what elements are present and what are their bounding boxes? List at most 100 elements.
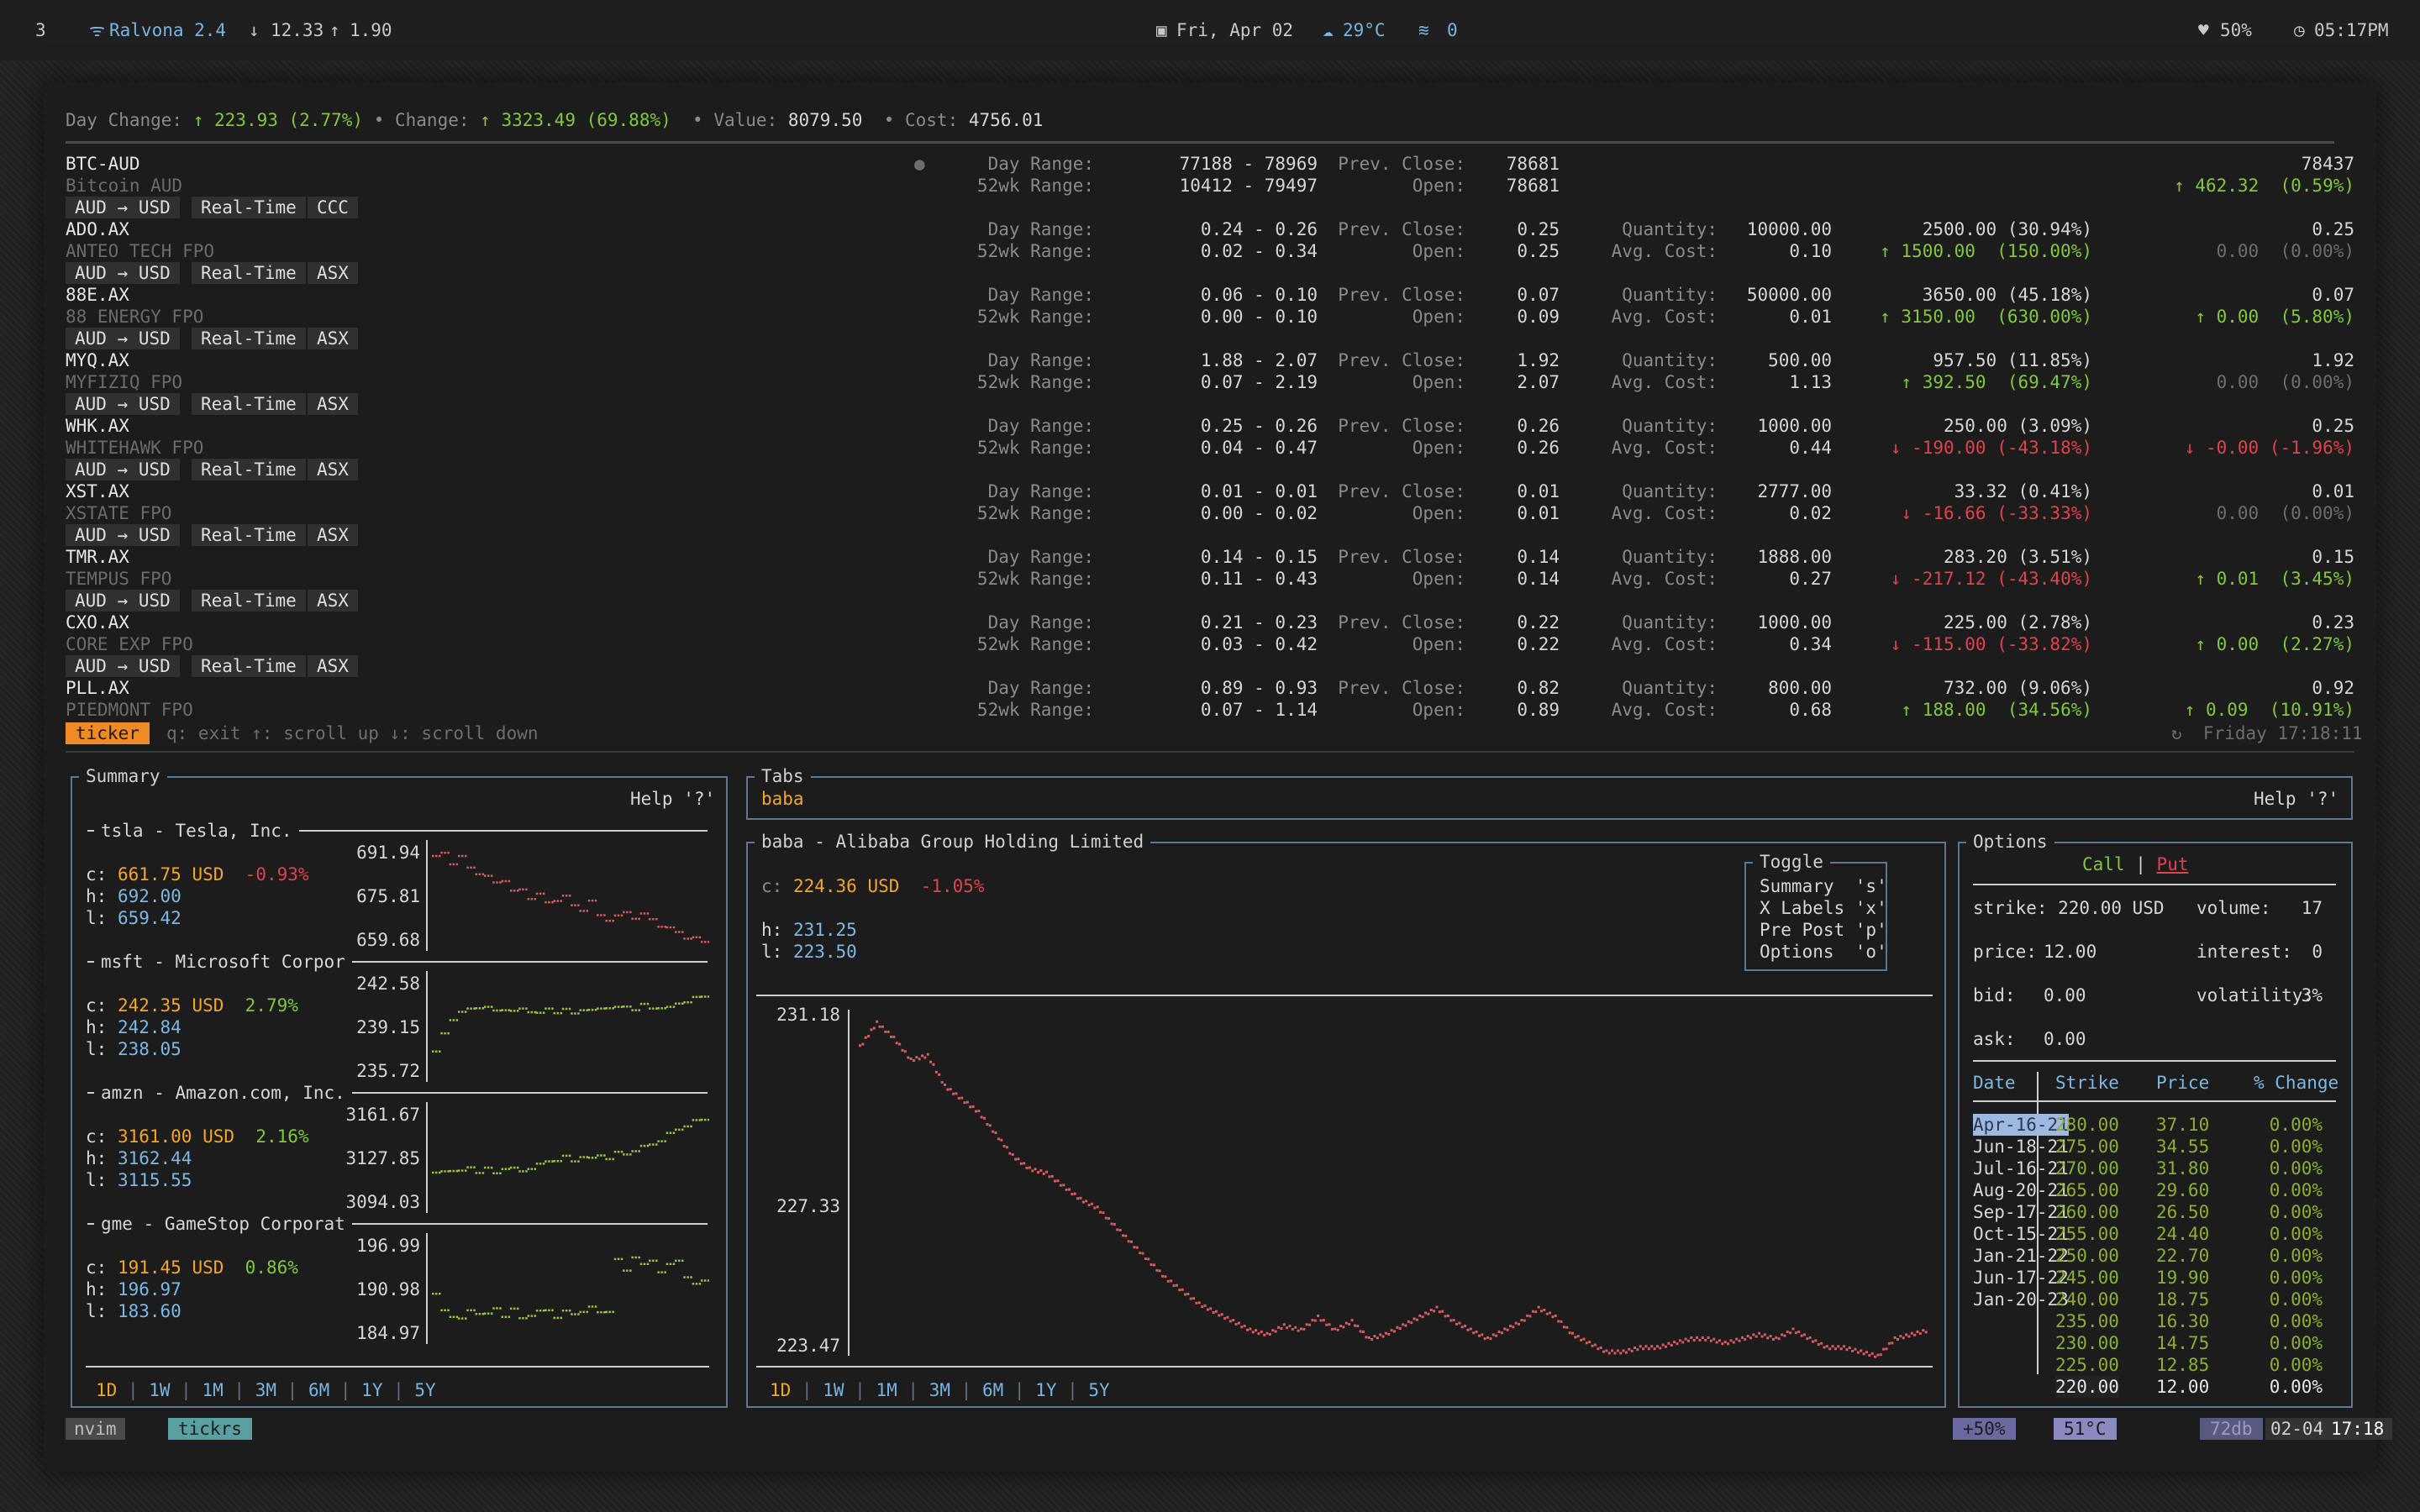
main-timeframe-selector[interactable]: 1D | 1W | 1M | 3M | 6M | 1Y | 5Y: [770, 1379, 1110, 1401]
mini-sparkline[interactable]: [424, 1233, 709, 1351]
option-strike-cell[interactable]: 265.00: [2055, 1180, 2119, 1200]
ticker-symbol[interactable]: BTC-AUD: [66, 154, 140, 174]
tab-baba[interactable]: baba: [761, 789, 804, 809]
option-strike-cell[interactable]: 225.00: [2055, 1355, 2119, 1375]
timeframe-separator: |: [791, 1380, 823, 1400]
call-tab[interactable]: Call: [2082, 854, 2125, 874]
option-strike-cell[interactable]: 235.00: [2055, 1311, 2119, 1331]
option-strike-cell[interactable]: 230.00: [2055, 1333, 2119, 1353]
sparkline-dot: [457, 854, 460, 858]
option-expiry-date[interactable]: Sep-17-21: [1973, 1202, 2069, 1222]
option-strike-cell[interactable]: 280.00: [2055, 1115, 2119, 1135]
sparkline-dot: [447, 1170, 450, 1173]
ticker-symbol[interactable]: PLL.AX: [66, 678, 129, 698]
main-price-chart[interactable]: 231.18 227.33 223.47: [756, 998, 1933, 1368]
timeframe-1d[interactable]: 1D: [96, 1380, 118, 1400]
call-put-toggle[interactable]: Call | Put: [2082, 853, 2188, 875]
sparkline-dot: [525, 888, 528, 891]
timeframe-1m[interactable]: 1M: [876, 1380, 897, 1400]
timeframe-1d[interactable]: 1D: [770, 1380, 792, 1400]
option-expiry-date[interactable]: Apr-16-21: [1973, 1114, 2069, 1136]
tabs-help-button[interactable]: Help '?': [2254, 789, 2339, 809]
position-value: 225.00 (2.78%): [1943, 612, 2092, 633]
sparkline-dot: [513, 1307, 516, 1310]
timeframe-separator: |: [223, 1380, 255, 1400]
timeframe-1w[interactable]: 1W: [149, 1380, 171, 1400]
sparkline-dot: [504, 1315, 508, 1318]
divider: [87, 961, 708, 963]
ticker-symbol[interactable]: MYQ.AX: [66, 350, 129, 370]
toggle-item[interactable]: X Labels 'x': [1760, 898, 1887, 918]
price-dot: [1639, 1345, 1642, 1348]
summary-help-button[interactable]: Help '?': [630, 789, 716, 809]
summary-timeframe-selector[interactable]: 1D | 1W | 1M | 3M | 6M | 1Y | 5Y: [96, 1379, 436, 1401]
workspace-indicator[interactable]: 3: [35, 20, 46, 40]
option-expiry-date[interactable]: Oct-15-21: [1973, 1224, 2069, 1244]
option-expiry-date[interactable]: Jan-21-22: [1973, 1246, 2069, 1266]
option-expiry-date[interactable]: Jul-16-21: [1973, 1158, 2069, 1179]
clock-icon: ◷: [2294, 20, 2305, 40]
sparkline-dot: [556, 1160, 560, 1163]
mini-chart-title[interactable]: msft - Microsoft Corpor: [94, 951, 352, 973]
mini-chart-title[interactable]: tsla - Tesla, Inc.: [94, 820, 299, 842]
toggle-item[interactable]: Pre Post 'p': [1760, 920, 1887, 940]
ticker-symbol[interactable]: WHK.AX: [66, 416, 129, 436]
timeframe-5y[interactable]: 5Y: [414, 1380, 436, 1400]
option-strike-cell[interactable]: 250.00: [2055, 1246, 2119, 1266]
ticker-symbol[interactable]: CXO.AX: [66, 612, 129, 633]
timeframe-1y[interactable]: 1Y: [361, 1380, 383, 1400]
put-tab[interactable]: Put: [2156, 854, 2189, 874]
price-dot: [1543, 1309, 1546, 1312]
sparkline-dot: [473, 1166, 476, 1168]
timeframe-3m[interactable]: 3M: [255, 1380, 276, 1400]
ticker-symbol[interactable]: TMR.AX: [66, 547, 129, 567]
sparkline-dot: [535, 1309, 539, 1312]
option-strike-cell[interactable]: 220.00: [2055, 1376, 2119, 1398]
mini-close-value: 242.35 USD: [117, 995, 224, 1016]
price-dot: [1056, 1179, 1060, 1183]
ticker-symbol[interactable]: ADO.AX: [66, 219, 129, 239]
timeframe-5y[interactable]: 5Y: [1088, 1380, 1110, 1400]
option-strike-cell[interactable]: 245.00: [2055, 1268, 2119, 1288]
timeframe-3m[interactable]: 3M: [929, 1380, 950, 1400]
timeframe-1y[interactable]: 1Y: [1035, 1380, 1057, 1400]
option-expiry-date[interactable]: Aug-20-21: [1973, 1180, 2069, 1200]
timeframe-6m[interactable]: 6M: [981, 1380, 1004, 1400]
option-expiry-date[interactable]: Jan-20-23: [1973, 1289, 2069, 1310]
mini-sparkline[interactable]: [424, 971, 709, 1089]
prev-close-label: Prev. Close:: [1338, 219, 1465, 239]
option-expiry-date[interactable]: Jun-17-22: [1973, 1268, 2069, 1288]
date-display: Fri, Apr 02: [1176, 20, 1294, 40]
sparkline-dot: [501, 1009, 504, 1011]
option-strike-cell[interactable]: 240.00: [2055, 1289, 2119, 1310]
sparkline-dot: [631, 1256, 634, 1259]
option-strike-cell[interactable]: 270.00: [2055, 1158, 2119, 1179]
mini-sparkline[interactable]: [424, 840, 709, 958]
timeframe-1w[interactable]: 1W: [823, 1380, 844, 1400]
sparkline-dot: [551, 1309, 554, 1312]
ticker-symbol[interactable]: XST.AX: [66, 481, 129, 501]
toggle-item[interactable]: Options 'o': [1760, 942, 1887, 962]
sparkline-dot: [460, 1169, 464, 1172]
price-dot: [1545, 1312, 1549, 1315]
mini-chart-title[interactable]: gme - GameStop Corporat: [94, 1213, 352, 1235]
ticker-tag: AUD → USD: [66, 459, 180, 480]
price-dot: [1458, 1321, 1461, 1325]
timeframe-1m[interactable]: 1M: [202, 1380, 224, 1400]
ticker-symbol[interactable]: 88E.AX: [66, 285, 129, 305]
sparkline-dot: [478, 1007, 481, 1010]
toggle-item[interactable]: Summary 's': [1760, 876, 1887, 896]
option-strike-cell[interactable]: 255.00: [2055, 1224, 2119, 1244]
sparkline-dot: [672, 926, 676, 929]
price-dot: [1520, 1319, 1523, 1322]
option-strike-cell[interactable]: 275.00: [2055, 1137, 2119, 1157]
price-dot: [1477, 1334, 1481, 1337]
timeframe-6m[interactable]: 6M: [308, 1380, 330, 1400]
tmux-window-tickrs[interactable]: tickrs: [168, 1418, 252, 1440]
mini-chart-title[interactable]: amzn - Amazon.com, Inc.: [94, 1082, 352, 1104]
mini-sparkline[interactable]: [424, 1102, 709, 1220]
option-expiry-date[interactable]: Jun-18-21: [1973, 1137, 2069, 1157]
price-dot: [1365, 1336, 1368, 1339]
option-strike-cell[interactable]: 260.00: [2055, 1202, 2119, 1222]
tmux-window-nvim[interactable]: nvim: [66, 1418, 125, 1440]
